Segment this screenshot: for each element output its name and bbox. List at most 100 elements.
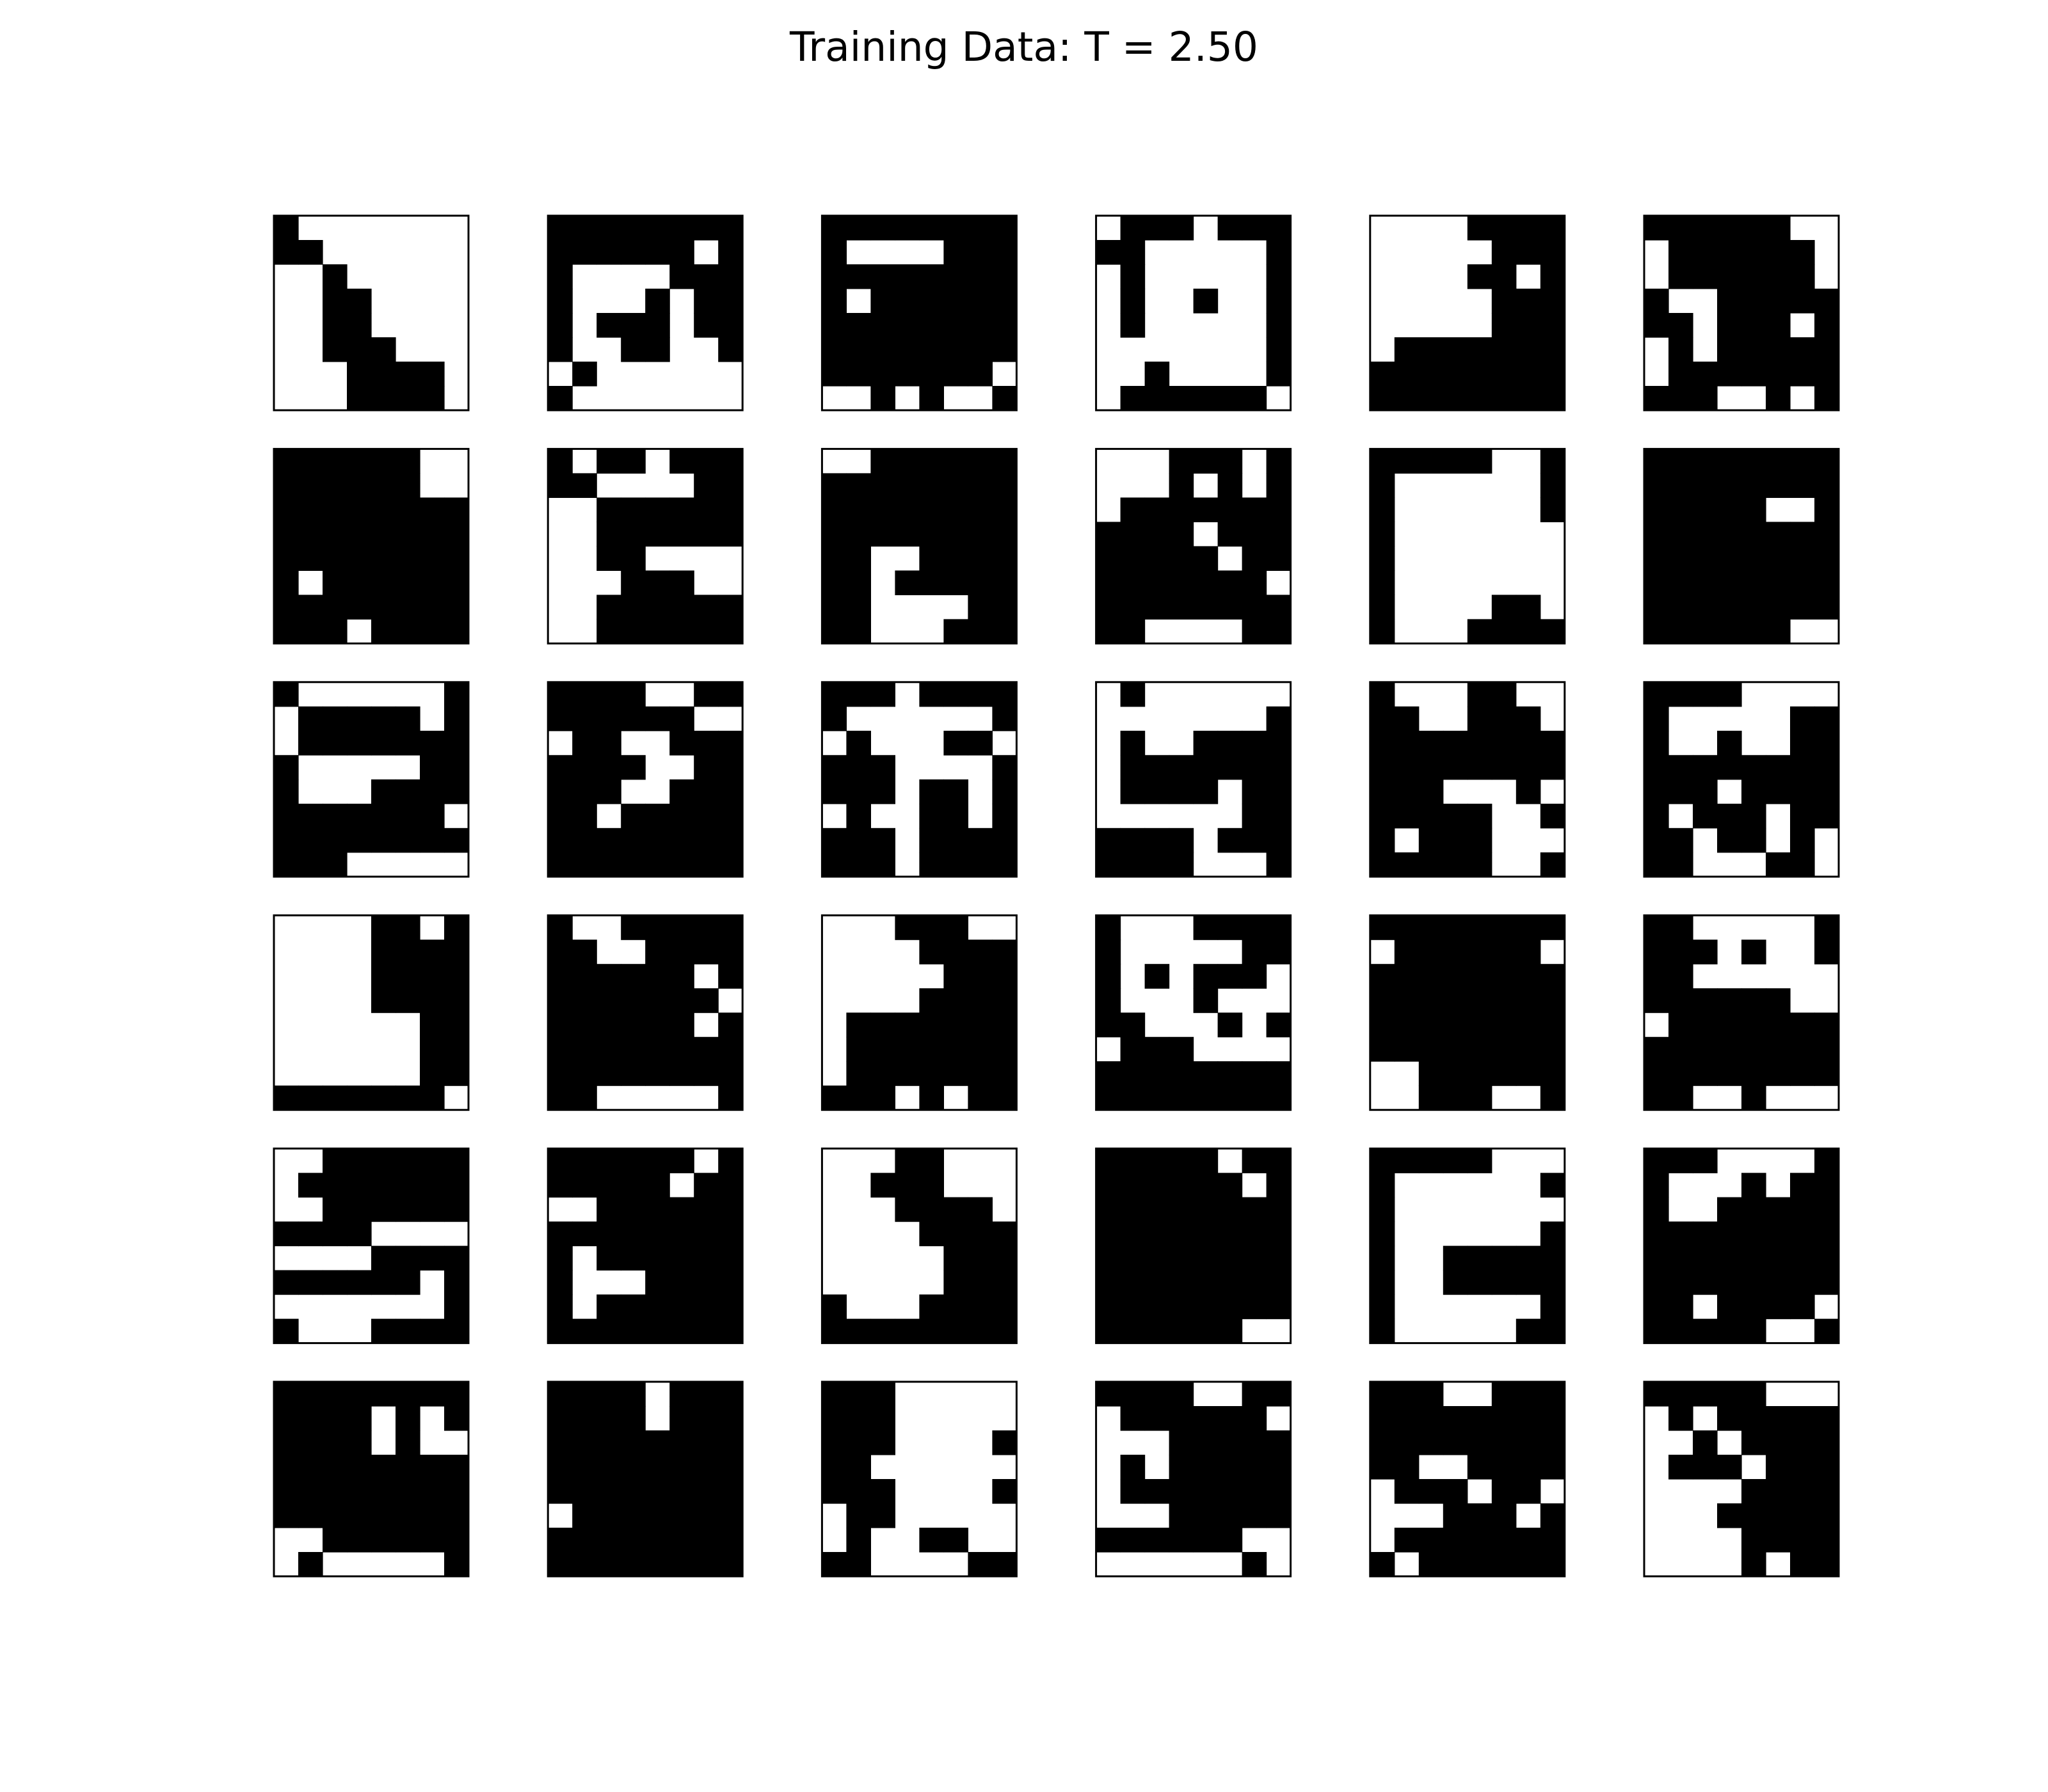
spin-cell <box>1217 1012 1243 1037</box>
spin-cell <box>1169 1037 1194 1062</box>
spin-cell <box>1242 1245 1267 1271</box>
spin-cell <box>596 682 621 707</box>
spin-cell <box>596 313 621 338</box>
spin-cell <box>347 522 372 547</box>
spin-cell <box>1418 730 1444 756</box>
spin-cell <box>298 497 323 522</box>
spin-cell <box>1540 264 1565 289</box>
panel-frame <box>273 447 470 644</box>
spin-cell <box>347 362 372 387</box>
spin-cell <box>1467 1061 1492 1086</box>
spin-cell <box>1814 595 1839 620</box>
spin-cell <box>968 1294 993 1320</box>
spin-cell <box>420 1382 445 1407</box>
spin-cell <box>323 522 348 547</box>
spin-cell <box>1467 940 1492 964</box>
spin-cell <box>1217 570 1243 595</box>
spin-cell <box>669 522 694 547</box>
spin-cell <box>1540 852 1565 877</box>
spin-cell <box>548 289 573 314</box>
spin-cell <box>596 1528 621 1553</box>
spin-cell <box>1790 1012 1815 1037</box>
spin-cell <box>1120 570 1146 595</box>
spin-cell <box>396 449 420 474</box>
spin-cell <box>371 964 396 989</box>
spin-cell <box>919 216 944 241</box>
spin-cell <box>548 1528 573 1553</box>
spin-cell <box>1516 1061 1541 1086</box>
spin-cell <box>645 1552 670 1577</box>
spin-cell <box>1516 1270 1541 1295</box>
spin-cell <box>1668 1455 1693 1480</box>
spin-cell <box>870 1012 895 1037</box>
spin-cell <box>420 1012 445 1037</box>
spin-cell <box>1096 1528 1121 1553</box>
spin-cell <box>1418 386 1444 411</box>
spin-cell <box>1266 803 1292 829</box>
spin-cell <box>1741 940 1766 964</box>
spin-cell <box>1540 1430 1565 1455</box>
spin-cell <box>1766 1528 1791 1553</box>
spin-cell <box>718 852 743 877</box>
spin-cell <box>621 1318 646 1344</box>
spin-cell <box>1766 1245 1791 1271</box>
panel-frame <box>1643 214 1840 412</box>
spin-cell <box>323 828 348 853</box>
spin-cell <box>1242 595 1267 620</box>
spin-cell <box>1242 803 1267 829</box>
spin-cell <box>669 803 694 829</box>
spin-cell <box>822 1455 847 1480</box>
spin-cell <box>846 1061 871 1086</box>
spin-cell <box>444 755 469 780</box>
spin-cell <box>1741 619 1766 644</box>
spin-cell <box>1120 1221 1146 1247</box>
spin-cell <box>1717 337 1742 362</box>
spin-cell <box>968 1012 993 1037</box>
spin-cell <box>1266 1430 1292 1455</box>
spin-cell <box>1766 852 1791 877</box>
spin-cell <box>1242 570 1267 595</box>
spin-cell <box>621 1294 646 1320</box>
spin-cell <box>1814 497 1839 522</box>
spin-cell <box>1169 473 1194 498</box>
spin-cell <box>1418 362 1444 387</box>
spin-cell <box>596 730 621 756</box>
spin-cell <box>444 497 469 522</box>
spin-cell <box>1814 1012 1839 1037</box>
spin-cell <box>1741 1430 1766 1455</box>
spin-cell <box>596 216 621 241</box>
spin-cell <box>1491 240 1517 265</box>
spin-cell <box>1467 264 1492 289</box>
spin-cell <box>1790 595 1815 620</box>
spin-cell <box>968 216 993 241</box>
spin-cell <box>396 730 420 756</box>
spin-cell <box>1169 497 1194 522</box>
spin-cell <box>1668 1148 1693 1174</box>
spin-cell <box>596 1221 621 1247</box>
spin-cell <box>1443 1430 1468 1455</box>
spin-cell <box>1668 619 1693 644</box>
spin-cell <box>1266 522 1292 547</box>
spin-cell <box>1766 1430 1791 1455</box>
spin-cell <box>274 1270 299 1295</box>
spin-cell <box>1120 619 1146 644</box>
spin-cell <box>274 497 299 522</box>
spin-cell <box>396 1382 420 1407</box>
spin-cell <box>1120 1172 1146 1198</box>
spin-cell <box>1741 779 1766 804</box>
spin-cell <box>1717 570 1742 595</box>
spin-cell <box>420 522 445 547</box>
spin-cell <box>1394 1528 1420 1553</box>
spin-cell <box>1418 803 1444 829</box>
spin-cell <box>1693 1037 1718 1062</box>
spin-cell <box>1516 1245 1541 1271</box>
spin-cell <box>621 803 646 829</box>
spin-cell <box>694 1270 719 1295</box>
spin-cell <box>572 1503 597 1528</box>
spin-cell <box>1242 730 1267 756</box>
spin-cell <box>992 852 1017 877</box>
spin-cell <box>1668 313 1693 338</box>
panel-frame <box>1095 1148 1292 1345</box>
spin-cell <box>1144 1318 1170 1344</box>
spin-cell <box>1516 915 1541 940</box>
